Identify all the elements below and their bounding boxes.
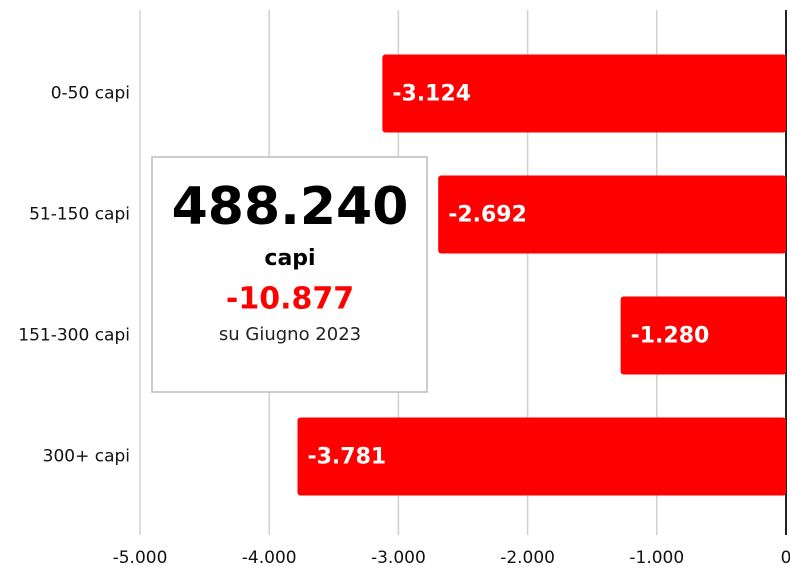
- y-tick-label: 300+ capi: [43, 447, 130, 467]
- x-tick-label: -1.000: [629, 548, 684, 568]
- x-tick-label: -5.000: [113, 548, 168, 568]
- value-label: -3.124: [392, 82, 471, 107]
- bar: [297, 417, 786, 496]
- y-tick-label: 0-50 capi: [51, 84, 130, 104]
- value-label: -3.781: [307, 445, 386, 470]
- annotation-value: 488.240: [172, 177, 409, 237]
- x-tick-label: 0: [781, 548, 790, 568]
- y-tick-label: 51-150 capi: [29, 205, 130, 225]
- annotation-unit: capi: [264, 246, 315, 271]
- x-tick-label: -2.000: [500, 548, 555, 568]
- bar: [382, 54, 786, 133]
- value-label: -2.692: [448, 203, 527, 228]
- bars-layer: -3.124 -2.692 -1.280 -3.781: [297, 54, 786, 496]
- y-tick-label: 151-300 capi: [18, 326, 130, 346]
- annotation-note: su Giugno 2023: [219, 324, 361, 345]
- value-label: -1.280: [631, 324, 710, 349]
- bar: [620, 296, 786, 375]
- bar: [438, 175, 786, 254]
- annotation-change: -10.877: [226, 282, 354, 317]
- annotation-frame: [151, 156, 428, 393]
- annotation-box: 488.240 capi -10.877 su Giugno 2023: [151, 156, 428, 393]
- x-tick-label: -4.000: [242, 548, 297, 568]
- x-tick-label: -3.000: [371, 548, 426, 568]
